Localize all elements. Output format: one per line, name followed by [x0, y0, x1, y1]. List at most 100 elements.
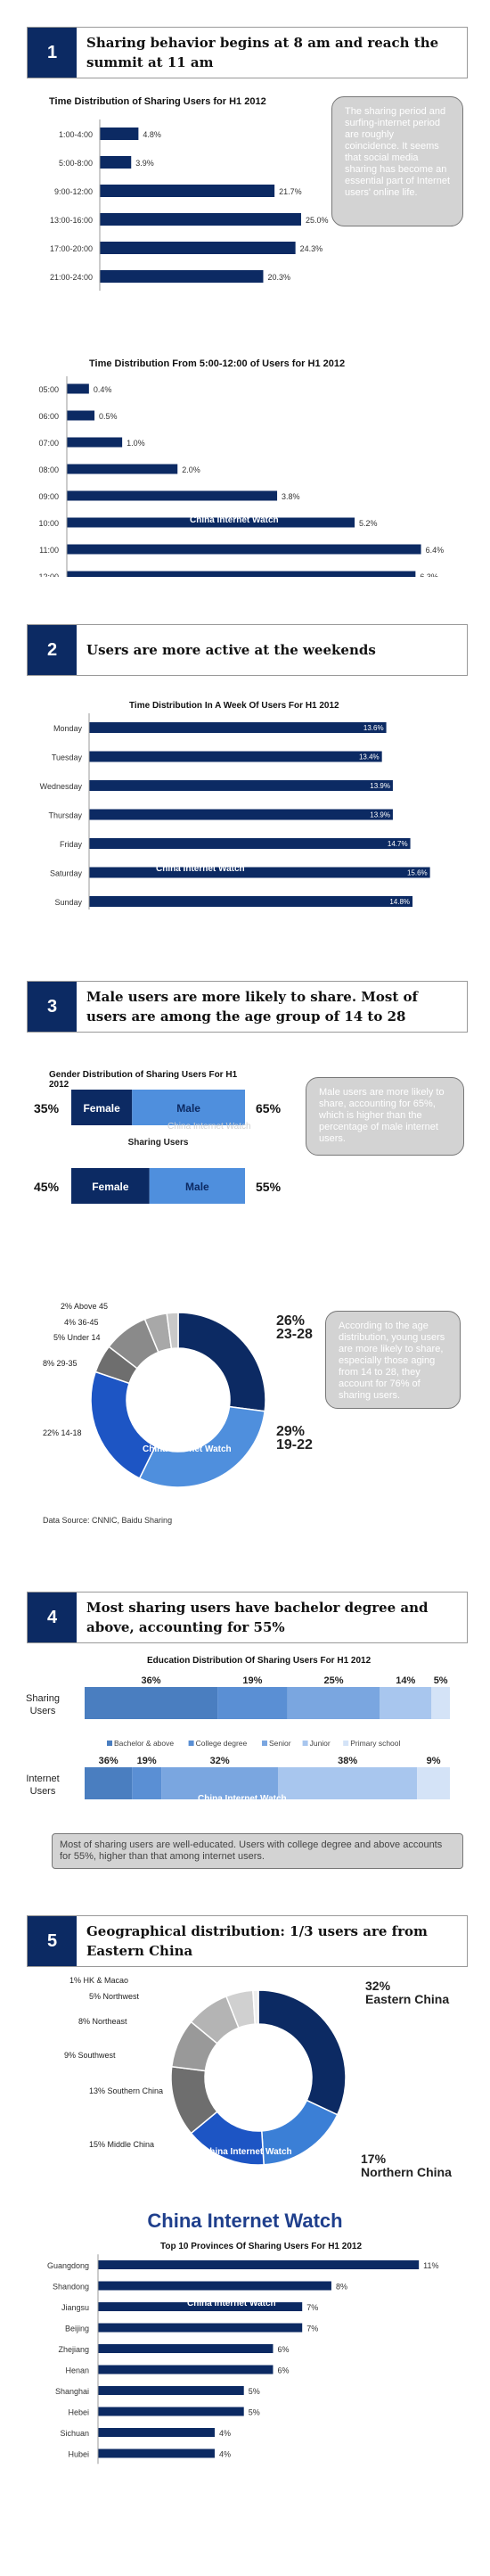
- slice-name: 19-22: [276, 1437, 313, 1453]
- data-label: 32%: [210, 1756, 230, 1766]
- tick-label: Hebei: [68, 2408, 89, 2417]
- segment: [217, 1687, 288, 1719]
- female-pct: 35%: [34, 1101, 60, 1115]
- data-label: 13.4%: [359, 753, 380, 761]
- data-label: 36%: [142, 1675, 161, 1686]
- bar: [89, 896, 413, 907]
- slice: [252, 1989, 259, 2025]
- tick-label: 9:00-12:00: [54, 187, 93, 196]
- slice-label: 22% 14-18: [43, 1428, 82, 1437]
- row-label: Users: [30, 1786, 56, 1797]
- slice-label: 13% Southern China: [89, 2086, 163, 2095]
- data-label: 14.8%: [389, 898, 410, 906]
- tick-label: Guangdong: [47, 2261, 89, 2270]
- slice-label: 32% Eastern China: [365, 1979, 449, 2006]
- data-label: 4%: [219, 2450, 231, 2459]
- legend-label: Primary school: [350, 1739, 400, 1748]
- chart-title-1: Time Distribution of Sharing Users for H…: [49, 96, 266, 107]
- data-label: 0.4%: [94, 385, 112, 394]
- data-label: 8%: [336, 2283, 347, 2292]
- section-title: Most sharing users have bachelor degree …: [86, 1600, 429, 1635]
- male-pct: 55%: [256, 1180, 282, 1194]
- watermark: China Internet Watch: [143, 1444, 232, 1454]
- data-label: 3.8%: [282, 492, 300, 501]
- data-label: 7%: [306, 2303, 318, 2312]
- section-header-2: 2 Users are more active at the weekends: [27, 624, 468, 676]
- data-label: 11%: [423, 2261, 438, 2270]
- data-label: 19%: [137, 1756, 157, 1766]
- bar: [100, 242, 296, 254]
- legend-label: Junior: [310, 1739, 331, 1748]
- data-label: 5%: [434, 1675, 448, 1686]
- slice: [90, 1370, 157, 1479]
- tick-label: Henan: [65, 2366, 89, 2375]
- data-label: 5%: [249, 2408, 260, 2417]
- bar: [100, 156, 132, 169]
- bar: [98, 2323, 303, 2333]
- female-pct: 45%: [34, 1180, 60, 1194]
- bar: [89, 838, 411, 849]
- bar: [89, 780, 393, 791]
- tick-label: 17:00-20:00: [50, 244, 93, 253]
- watermark: China Internet Watch: [156, 864, 245, 874]
- slice-label: 8% Northeast: [78, 2017, 127, 2026]
- slice-label: 29% 19-22: [276, 1424, 313, 1453]
- tick-label: Saturday: [50, 869, 83, 878]
- tick-label: 21:00-24:00: [50, 273, 93, 282]
- section-header-5: 5 Geographical distribution: 1/3 users a…: [27, 1915, 468, 1967]
- data-label: 6%: [277, 2366, 289, 2375]
- legend-label: Senior: [269, 1739, 291, 1748]
- legend-swatch: [302, 1741, 308, 1746]
- slice: [257, 1989, 347, 2116]
- slice: [166, 1312, 179, 1350]
- data-label: 13.9%: [370, 811, 390, 819]
- slice: [177, 1312, 266, 1412]
- male-segment: [149, 1168, 245, 1204]
- data-label: 13.6%: [363, 724, 384, 732]
- slice-label: 17% Northern China: [361, 2152, 452, 2179]
- bar: [100, 213, 301, 226]
- data-label: 14.7%: [388, 840, 408, 848]
- male-segment: [132, 1090, 245, 1125]
- slice-label: 15% Middle China: [89, 2140, 154, 2149]
- section-title: Male users are more likely to share. Mos…: [86, 989, 418, 1025]
- bar: [98, 2428, 215, 2437]
- chart-title-4: Gender Distribution of Sharing Users For…: [49, 1070, 238, 1090]
- segment: [132, 1767, 162, 1799]
- segment: [278, 1767, 418, 1799]
- data-label: 2.0%: [182, 465, 200, 474]
- bar: [98, 2344, 274, 2353]
- male-pct: 65%: [256, 1101, 282, 1115]
- tick-label: 06:00: [38, 412, 59, 421]
- section-header-1: 1 Sharing behavior begins at 8 am and re…: [27, 27, 468, 78]
- section-number: 3: [28, 982, 77, 1032]
- chart-title-8: Top 10 Provinces Of Sharing Users For H1…: [160, 2242, 363, 2251]
- chart-morning-time: 05:00 0.4% 06:00 0.5% 07:00 1.0% 08:00 2.0% 09:0…: [38, 376, 444, 577]
- note-age: According to the age distribution, young…: [325, 1311, 461, 1409]
- data-label: 24.3%: [300, 244, 323, 253]
- tick-label: Wednesday: [40, 782, 83, 791]
- row-label: Sharing Users: [128, 1138, 189, 1148]
- bar: [67, 544, 421, 555]
- watermark: China Internet Watch: [198, 1794, 287, 1804]
- data-label: 14%: [396, 1675, 415, 1686]
- tick-label: Thursday: [48, 811, 82, 820]
- data-label: 15.6%: [407, 869, 428, 877]
- watermark: China Internet Watch: [187, 2299, 276, 2309]
- data-label: 38%: [338, 1756, 357, 1766]
- data-label: 1.0%: [127, 439, 145, 448]
- tick-label: Jiangsu: [61, 2303, 89, 2312]
- section-number: 4: [28, 1593, 77, 1642]
- segment: [85, 1687, 218, 1719]
- slice-label: 26% 23-28: [276, 1313, 313, 1342]
- slice-label: 5% Northwest: [89, 1992, 140, 2001]
- bar: [67, 437, 123, 448]
- watermark: China Internet Watch: [203, 2147, 292, 2157]
- data-label: 9%: [427, 1756, 441, 1766]
- bar: [89, 751, 382, 762]
- chart-age-donut: 26% 23-28 29% 19-22 22% 14-18 5% Under 14 8% 2…: [43, 1302, 313, 1488]
- tick-label: Sichuan: [60, 2429, 89, 2438]
- bar: [67, 410, 95, 421]
- legend-swatch: [107, 1741, 112, 1746]
- data-source: Data Source: CNNIC, Baidu Sharing: [43, 1516, 173, 1525]
